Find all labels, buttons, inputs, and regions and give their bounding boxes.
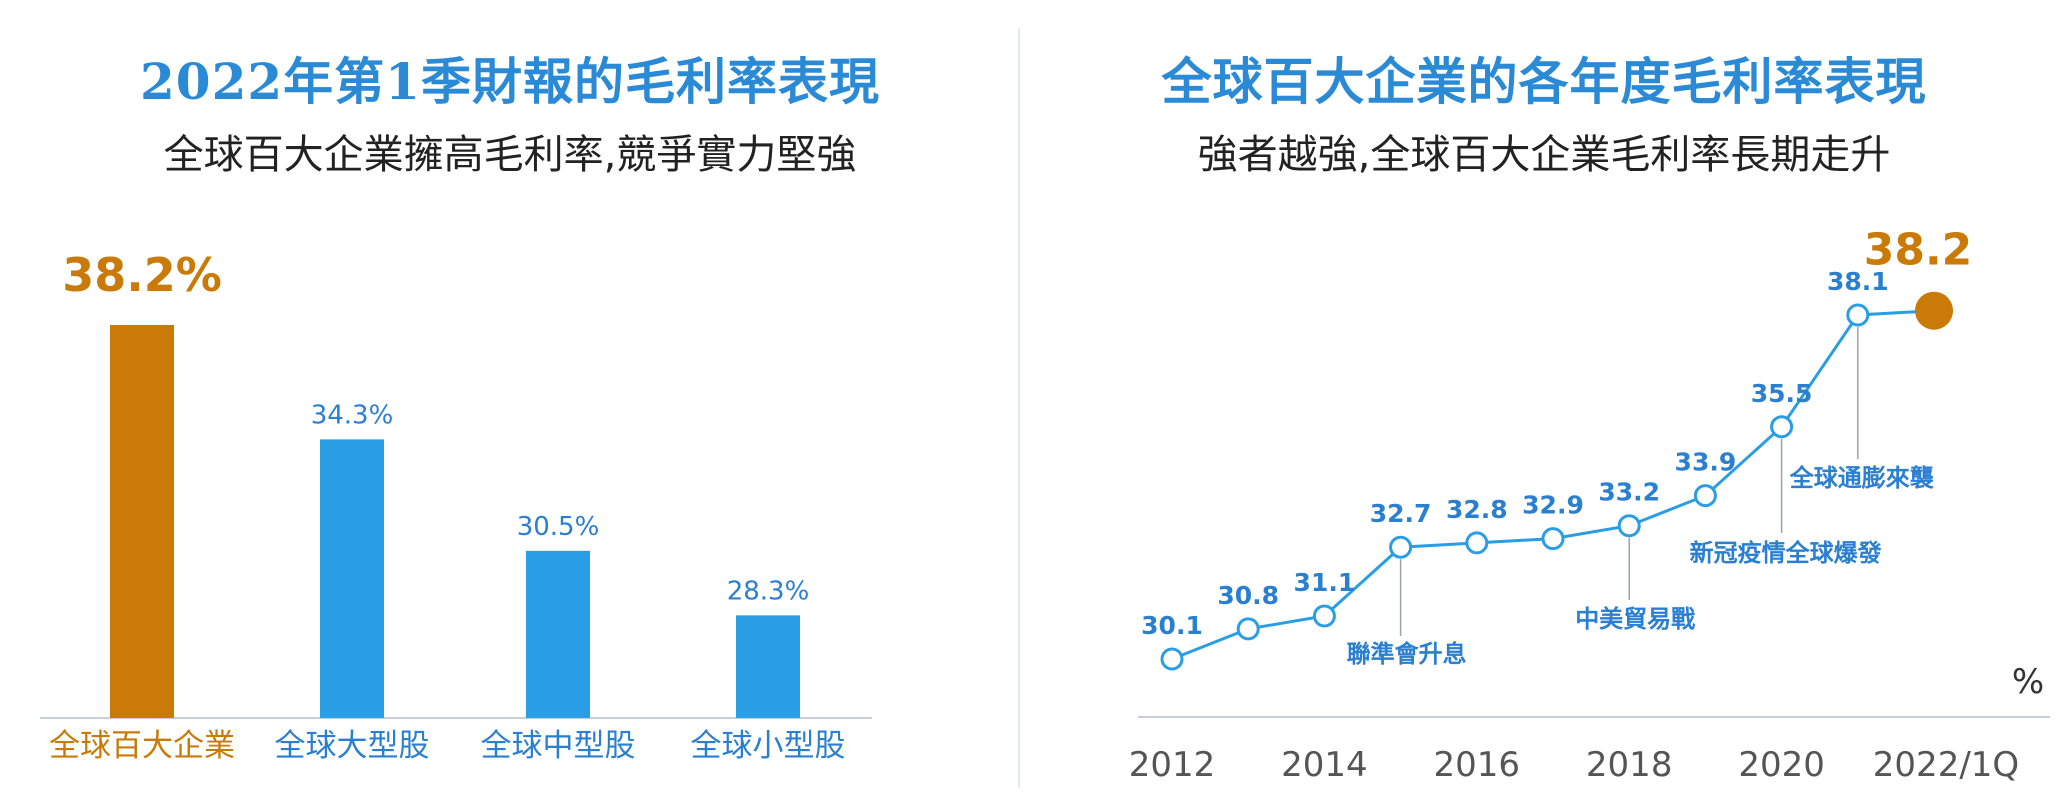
- line-point-2: [1236, 617, 1260, 641]
- line-point-label-1: 30.1: [1141, 611, 1203, 640]
- line-chart: % 聯準會升息 中美貿易戰 新冠疫情全球爆發 全球通膨來襲 30.1 30.8 31.1 32.…: [1129, 225, 2050, 785]
- line-point-label-7: 33.2: [1598, 478, 1660, 507]
- bar-category-label-3: 全球中型股: [481, 728, 636, 764]
- line-point-label-4: 32.7: [1370, 499, 1432, 528]
- line-point-label-highlight: 38.2: [1864, 225, 1973, 276]
- line-point-8: [1693, 484, 1717, 508]
- line-point-label-10: 38.1: [1827, 267, 1889, 296]
- bar-category-label-2: 全球大型股: [275, 728, 430, 764]
- line-point-label-2: 30.8: [1217, 581, 1279, 610]
- bar-2: [320, 439, 384, 718]
- bar-value-label-3: 30.5%: [517, 512, 600, 542]
- annotation-label-2: 中美貿易戰: [1575, 605, 1695, 633]
- bar-3: [526, 550, 590, 718]
- line-point-10: [1846, 303, 1870, 327]
- panel-divider: [1018, 28, 1020, 788]
- line-point-3: [1312, 604, 1336, 628]
- line-chart-subtitle: 強者越強,全球百大企業毛利率長期走升: [1197, 132, 1891, 178]
- x-tick-label-5: 2020: [1738, 745, 1825, 785]
- line-chart-unit-label: %: [2012, 662, 2044, 702]
- bar-value-label-1: 38.2%: [62, 248, 222, 302]
- line-point-7: [1617, 514, 1641, 538]
- line-point-4: [1389, 535, 1413, 559]
- bar-category-label-4: 全球小型股: [691, 728, 846, 764]
- line-chart-panel: 全球百大企業的各年度毛利率表現 強者越強,全球百大企業毛利率長期走升 % 聯準會升…: [1020, 0, 2068, 810]
- line-point-label-3: 31.1: [1294, 568, 1356, 597]
- line-point-highlight: [1915, 291, 1953, 330]
- line-point-label-6: 32.9: [1522, 491, 1584, 520]
- x-tick-label-4: 2018: [1586, 745, 1673, 785]
- x-tick-label-3: 2016: [1434, 745, 1521, 785]
- bar-value-label-2: 34.3%: [311, 400, 394, 430]
- bar-chart-panel: 2022年第1季財報的毛利率表現 全球百大企業擁高毛利率,競爭實力堅強 38.2…: [0, 0, 1020, 810]
- line-point-1: [1160, 647, 1184, 671]
- annotation-label-4: 全球通膨來襲: [1789, 464, 1935, 492]
- line-chart-title: 全球百大企業的各年度毛利率表現: [1161, 52, 1927, 111]
- annotation-label-1: 聯準會升息: [1347, 640, 1467, 668]
- bar-value-label-4: 28.3%: [727, 576, 810, 606]
- bar-chart: 38.2% 全球百大企業 34.3% 全球大型股 30.5% 全球中型股 28.3% 全球小型…: [40, 248, 872, 764]
- line-point-label-8: 33.9: [1675, 448, 1737, 477]
- bar-4: [736, 615, 800, 718]
- line-point-6: [1541, 527, 1565, 551]
- annotation-label-3: 新冠疫情全球爆發: [1690, 539, 1882, 567]
- bar-1: [110, 325, 174, 718]
- bar-chart-subtitle: 全球百大企業擁高毛利率,競爭實力堅強: [163, 132, 857, 178]
- bar-category-label-1: 全球百大企業: [49, 728, 235, 764]
- line-point-label-9: 35.5: [1751, 379, 1813, 408]
- x-tick-label-6: 2022/1Q: [1873, 745, 2019, 785]
- x-tick-label-2: 2014: [1281, 745, 1368, 785]
- line-point-9: [1770, 415, 1794, 439]
- line-point-label-5: 32.8: [1446, 495, 1508, 524]
- line-point-5: [1465, 531, 1489, 555]
- x-tick-label-1: 2012: [1129, 745, 1216, 785]
- bar-chart-title: 2022年第1季財報的毛利率表現: [140, 52, 880, 111]
